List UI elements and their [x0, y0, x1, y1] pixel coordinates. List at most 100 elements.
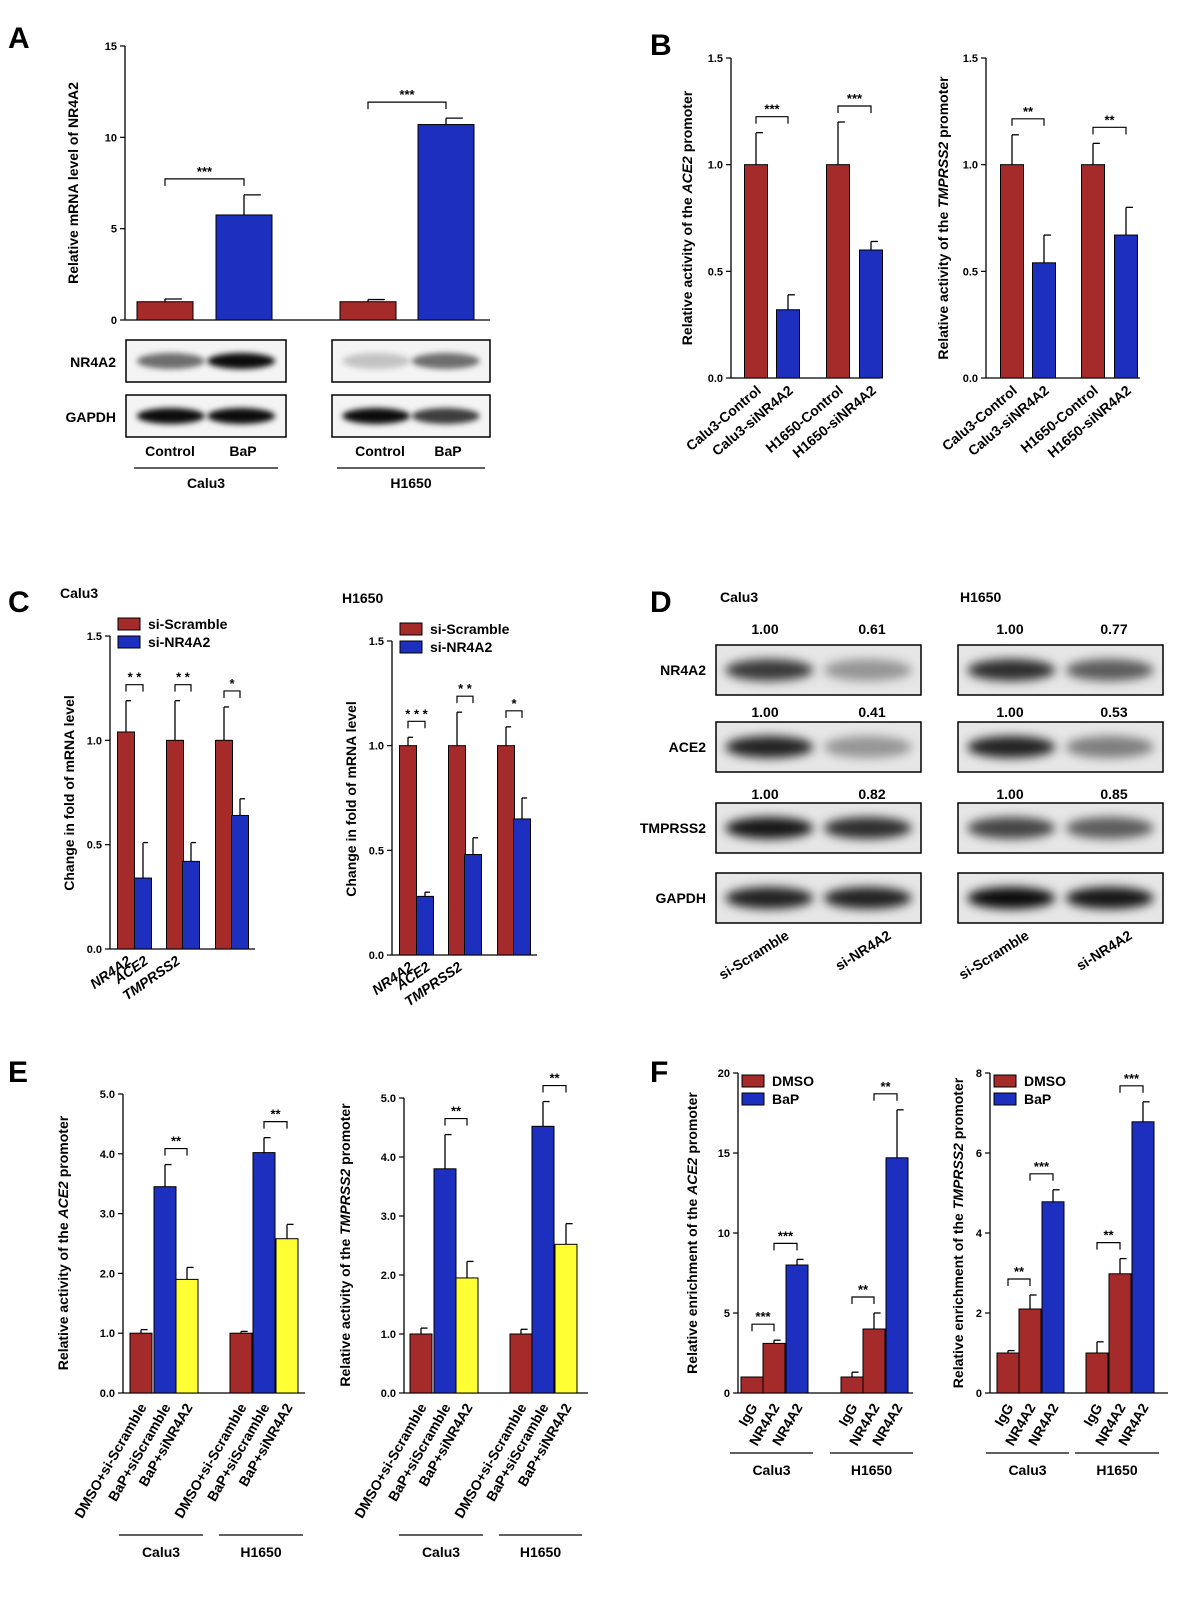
legend-label: si-Scramble	[148, 616, 228, 632]
significance-bracket	[456, 695, 474, 704]
densitometry-value: 0.53	[1100, 704, 1127, 720]
chart-e-tmprss2-promoter: 0.0 1.0 2.0 3.0 4.0 5.0 Relative activity of t…	[337, 1071, 588, 1560]
blot-lane-label: Control	[145, 443, 195, 459]
blot-row-label: NR4A2	[660, 662, 706, 678]
y-tick-label: 0	[976, 1388, 982, 1400]
western-blot-d: Calu3 H1650 NR4A2 1.00 0.61 1.00 0.77 ACE2 1.00 0…	[640, 589, 1164, 983]
blot-band	[342, 353, 411, 369]
legend-label: si-Scramble	[430, 621, 510, 637]
y-tick-label: 5	[724, 1308, 730, 1320]
bar	[840, 1376, 864, 1394]
significance-bracket	[407, 720, 426, 729]
blot-band	[967, 887, 1056, 909]
significance-bracket	[174, 684, 192, 692]
bar	[134, 877, 152, 950]
significance-label: *	[229, 676, 235, 691]
significance-label: **	[858, 1282, 869, 1297]
bar	[136, 301, 194, 321]
bar	[862, 1328, 886, 1394]
legend-label: BaP	[772, 1091, 799, 1107]
significance-label: **	[270, 1107, 281, 1122]
significance-bracket	[1007, 1278, 1031, 1286]
y-tick-label: 4.0	[100, 1149, 115, 1161]
legend-swatch	[399, 622, 423, 636]
significance-bracket	[444, 1117, 468, 1126]
densitometry-value: 1.00	[751, 786, 778, 802]
blot-row-label: ACE2	[669, 739, 707, 755]
densitometry-value: 1.00	[751, 621, 778, 637]
y-tick-label: 3.0	[381, 1211, 396, 1223]
y-axis-label-part: Relative activity of the	[337, 1235, 353, 1387]
significance-label: *	[511, 696, 517, 711]
y-axis-label-part: promoter	[679, 90, 695, 156]
bar	[497, 745, 515, 956]
y-tick-label: 0.0	[369, 950, 384, 962]
blot-row-label: GAPDH	[655, 890, 706, 906]
blot-lane-label: si-NR4A2	[1073, 927, 1134, 974]
bar	[1032, 262, 1056, 379]
legend-swatch	[741, 1074, 765, 1088]
bar	[416, 895, 434, 956]
blot-band	[411, 408, 480, 424]
chart-c-calu3: 0.0 0.5 1.0 1.5 Change in fold of mRNA level…	[60, 585, 255, 1003]
chart-a-nr4a2-mrna: 0 5 10 15 Relative mRNA level of NR4A2 *** ***	[65, 41, 490, 327]
y-tick-label: 10	[105, 132, 117, 144]
bar	[409, 1333, 433, 1394]
densitometry-value: 0.77	[1100, 621, 1127, 637]
y-axis-label: Change in fold of mRNA level	[61, 695, 77, 891]
blot-group-label: H1650	[390, 475, 431, 491]
blot-band	[342, 408, 411, 424]
legend-swatch	[117, 617, 141, 631]
y-tick-label: 8	[976, 1068, 982, 1080]
y-axis-label-gene: TMPRSS2	[950, 1143, 966, 1209]
legend-swatch	[993, 1092, 1017, 1106]
panel-letter-b: B	[650, 29, 672, 62]
y-tick-label: 2.0	[381, 1270, 396, 1282]
significance-bracket	[164, 1147, 188, 1156]
blot-band	[823, 736, 912, 758]
bar	[215, 214, 273, 321]
blot-band	[725, 736, 814, 758]
blot-row-label: TMPRSS2	[640, 820, 706, 836]
y-tick-label: 0.5	[87, 840, 102, 852]
bar	[776, 309, 800, 379]
group-label: Calu3	[752, 1462, 790, 1478]
significance-bracket	[1096, 1242, 1121, 1250]
bar	[129, 1332, 153, 1394]
y-tick-label: 1.5	[963, 53, 978, 65]
y-axis-label: Relative activity of the TMPRSS2 promote…	[935, 76, 951, 360]
y-axis-label-part: Relative activity of the	[679, 193, 695, 345]
y-axis-label-part: promoter	[55, 1115, 71, 1181]
significance-label: ***	[755, 1309, 771, 1324]
significance-bracket	[263, 1121, 288, 1129]
blot-band	[1065, 659, 1154, 681]
significance-bracket	[164, 178, 245, 186]
blot-lane-label: BaP	[434, 443, 461, 459]
panel-letter-c: C	[8, 586, 30, 619]
y-axis-label: Change in fold of mRNA level	[343, 701, 359, 897]
bar	[1131, 1121, 1155, 1394]
significance-label: **	[171, 1134, 182, 1149]
y-tick-label: 1.0	[369, 741, 384, 753]
blot-group-label: H1650	[960, 589, 1001, 605]
significance-bracket	[1011, 118, 1045, 126]
blot-band	[725, 659, 814, 681]
y-axis-label-gene: ACE2	[55, 1181, 71, 1220]
significance-bracket	[367, 101, 447, 110]
legend-label: DMSO	[772, 1073, 814, 1089]
significance-label: ***	[847, 91, 863, 106]
legend-label: DMSO	[1024, 1073, 1066, 1089]
bar	[826, 164, 850, 379]
y-tick-label: 1.0	[100, 1328, 115, 1340]
panel-letter-e: E	[8, 1056, 28, 1089]
y-tick-label: 5.0	[381, 1093, 396, 1105]
chart-b-tmprss2-promoter: 0.0 0.5 1.0 1.5 Relative activity of the TMP…	[935, 53, 1140, 461]
y-tick-label: 0.0	[381, 1388, 396, 1400]
group-label: Calu3	[1008, 1462, 1046, 1478]
y-tick-label: 1.0	[87, 735, 102, 747]
panel-letter-d: D	[650, 586, 672, 619]
significance-label: * * *	[405, 706, 428, 721]
significance-label: **	[1103, 1228, 1114, 1243]
